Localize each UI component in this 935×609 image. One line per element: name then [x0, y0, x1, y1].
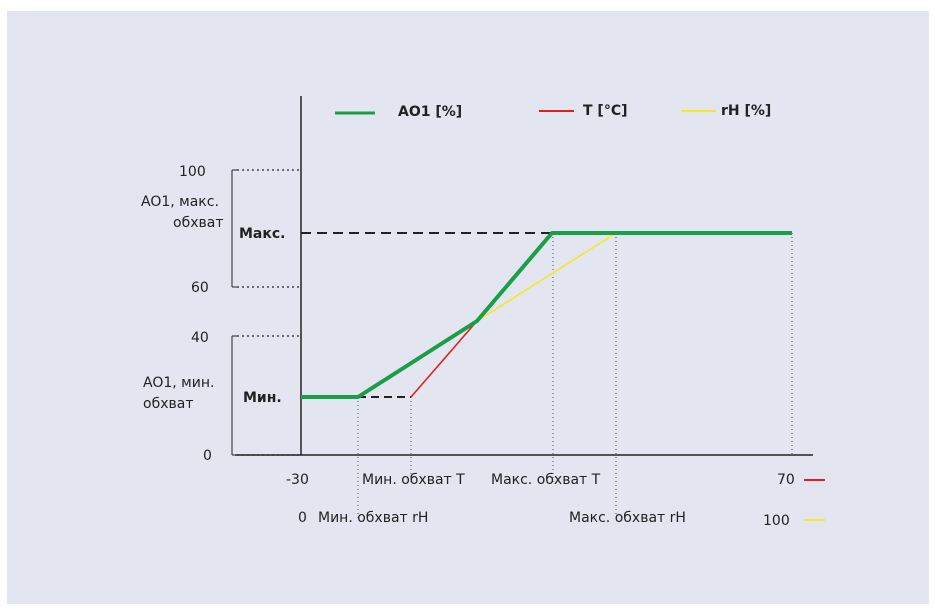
- x-rh-max-label: Макс. обхват rH: [569, 510, 686, 526]
- min-range-label-line2: обхват: [143, 396, 193, 412]
- y-tick-0: 0: [203, 448, 212, 464]
- x-rh-start-label: 0: [298, 510, 307, 526]
- diagram-canvas: AO1 [%] T [°C] rH [%] 100 60 40 0 AO1, м…: [7, 11, 929, 604]
- x-t-start-label: -30: [286, 472, 309, 488]
- x-t-max-label: Макс. обхват T: [491, 472, 601, 488]
- y-tick-40: 40: [191, 330, 209, 346]
- legend-ao1-label: AO1 [%]: [398, 104, 462, 120]
- x-t-end-label: 70: [777, 472, 795, 488]
- min-level-label: Мин.: [243, 390, 282, 406]
- x-rh-end-label: 100: [763, 513, 790, 529]
- max-level-label: Макс.: [239, 226, 286, 242]
- ao1-response-diagram: AO1 [%] T [°C] rH [%] 100 60 40 0 AO1, м…: [141, 96, 825, 529]
- min-range-label-line1: AO1, мин.: [143, 375, 214, 391]
- t-curve: [410, 320, 478, 398]
- y-tick-100: 100: [179, 164, 206, 180]
- rh-curve: [476, 232, 617, 322]
- x-rh-min-label: Мин. обхват rH: [318, 510, 428, 526]
- max-range-label-line2: обхват: [173, 215, 223, 231]
- ao1-curve: [301, 231, 792, 399]
- x-t-min-label: Мин. обхват T: [362, 472, 465, 488]
- max-range-label-line1: AO1, макс.: [141, 194, 219, 210]
- y-tick-60: 60: [191, 280, 209, 296]
- legend-rh-label: rH [%]: [721, 103, 771, 119]
- legend-t-label: T [°C]: [583, 103, 628, 119]
